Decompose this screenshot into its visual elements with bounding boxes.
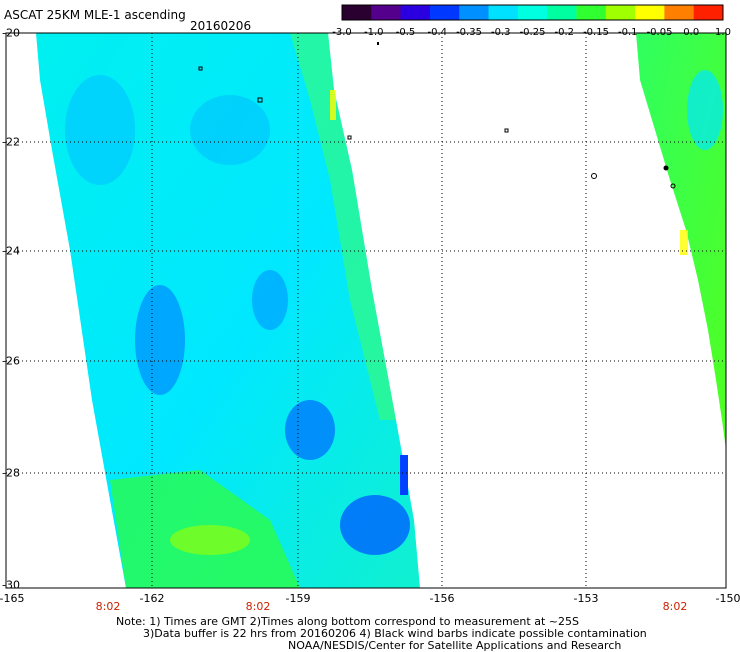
lon-label: -156 bbox=[429, 592, 455, 605]
lat-lon-grid bbox=[6, 33, 726, 588]
colorbar-label: -0.4 bbox=[427, 27, 448, 38]
colorbar-swatch bbox=[664, 5, 695, 20]
left-swath bbox=[36, 33, 420, 588]
right-swath bbox=[636, 33, 726, 450]
colorbar-label: -0.35 bbox=[456, 27, 482, 38]
colorbar-label: -0.5 bbox=[395, 27, 416, 38]
note-line-2: 3)Data buffer is 22 hrs from 20160206 4)… bbox=[143, 627, 647, 640]
note-line-3: NOAA/NESDIS/Center for Satellite Applica… bbox=[288, 639, 622, 652]
colorbar-swatch bbox=[459, 5, 490, 20]
colorbar-label: -0.2 bbox=[554, 27, 575, 38]
lat-label: -28 bbox=[2, 466, 20, 480]
lon-label: -165 bbox=[0, 592, 25, 605]
lat-label: -20 bbox=[2, 26, 20, 40]
colorbar-swatch bbox=[429, 5, 460, 20]
lat-label: -26 bbox=[2, 354, 20, 368]
colorbar-frame bbox=[341, 4, 724, 21]
colorbar-swatch bbox=[635, 5, 665, 20]
colorbar-label: 1.0 bbox=[715, 27, 731, 38]
colorbar-label: -0.05 bbox=[646, 27, 673, 38]
map-date: 20160206 bbox=[190, 19, 252, 33]
lon-label: -153 bbox=[573, 592, 599, 605]
colorbar-swatch bbox=[547, 5, 577, 20]
colorbar-swatch bbox=[342, 5, 372, 20]
time-label: 8:02 bbox=[662, 600, 688, 613]
lat-label: -24 bbox=[2, 244, 20, 258]
colorbar-swatch bbox=[371, 5, 402, 20]
map-frame bbox=[5, 32, 727, 589]
lat-label: -30 bbox=[2, 578, 20, 592]
colorbar-swatch bbox=[488, 5, 519, 20]
lon-label: -159 bbox=[285, 592, 311, 605]
colorbar-label: 0.0 bbox=[683, 27, 700, 38]
colorbar-label: -3.0 bbox=[332, 27, 352, 38]
colorbar-swatch bbox=[576, 5, 607, 20]
colorbar-label: -0.1 bbox=[617, 27, 638, 38]
colorbar-swatch bbox=[693, 5, 724, 20]
colorbar-swatch bbox=[605, 5, 636, 20]
lat-label: -22 bbox=[2, 135, 20, 149]
lon-label: -150 bbox=[715, 592, 740, 605]
time-label: 8:02 bbox=[95, 600, 121, 613]
note-line-1: Note: 1) Times are GMT 2)Times along bot… bbox=[116, 615, 579, 628]
colorbar-label: -0.3 bbox=[490, 27, 511, 38]
colorbar-swatch bbox=[517, 5, 548, 20]
colorbar-label: -1.0 bbox=[363, 27, 384, 38]
colorbar-label: -0.15 bbox=[583, 27, 609, 38]
time-label: 8:02 bbox=[245, 600, 271, 613]
lon-label: -162 bbox=[139, 592, 165, 605]
colorbar-label: -0.25 bbox=[519, 27, 546, 38]
islands bbox=[198, 42, 676, 189]
map-title: ASCAT 25KM MLE-1 ascending bbox=[4, 8, 186, 22]
colorbar-swatch bbox=[400, 5, 431, 20]
colorbar bbox=[341, 4, 724, 21]
